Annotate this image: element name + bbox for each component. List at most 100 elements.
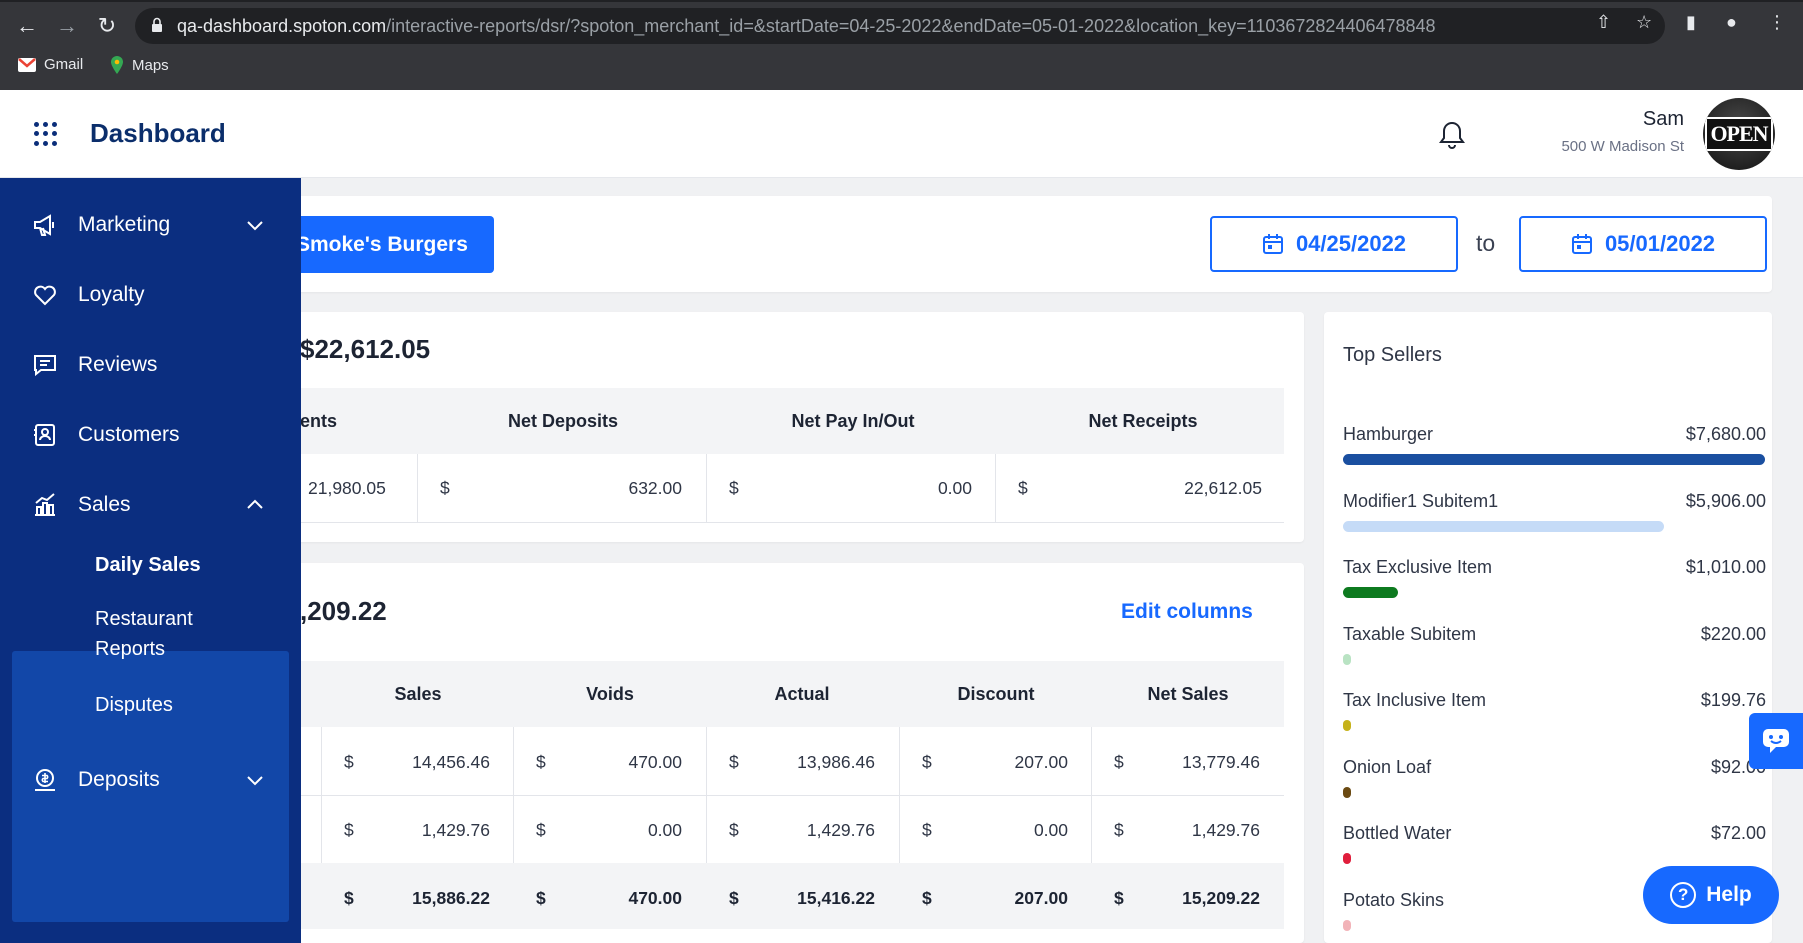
lock-icon: [152, 17, 162, 32]
deposits-total: $22,612.05: [300, 334, 431, 364]
top-seller-bar: [1343, 853, 1351, 864]
column-header: Net Pay In/Out: [791, 411, 915, 431]
divider: [417, 454, 418, 522]
end-date-value: 05/01/2022: [1604, 231, 1716, 256]
sidebar-subitem-daily-sales[interactable]: Daily Sales: [95, 554, 201, 576]
star-icon[interactable]: ☆: [1636, 12, 1653, 32]
divider: [260, 795, 1284, 796]
totals-row: [260, 863, 1284, 929]
sales-total-value: 15,886.22: [412, 888, 490, 908]
net-sales-value: 1,429.76: [1191, 820, 1260, 840]
forward-icon[interactable]: →: [56, 13, 78, 38]
divider: [995, 454, 996, 522]
menu-icon[interactable]: ⋮: [1768, 12, 1786, 32]
currency-symbol: $: [1114, 752, 1124, 772]
chat-bubble-icon: [34, 355, 56, 377]
side-panel-icon[interactable]: ▮: [1686, 12, 1696, 32]
currency-symbol: $: [729, 888, 739, 908]
currency-symbol: $: [536, 888, 546, 908]
top-seller-name: Modifier1 Subitem1: [1343, 490, 1499, 511]
top-seller-bar: [1343, 454, 1765, 465]
net-deposits-value: 632.00: [628, 478, 682, 498]
sidebar-item-sales[interactable]: Sales: [0, 477, 301, 533]
column-header: Net Deposits: [507, 411, 619, 431]
actual-total-value: 15,416.22: [797, 888, 875, 908]
top-seller-name: Tax Inclusive Item: [1343, 690, 1487, 710]
sidebar-subitem-restaurant-reports[interactable]: Restaurant Reports: [95, 608, 193, 660]
contact-card-icon: [34, 424, 55, 446]
date-range-separator: to: [1476, 230, 1496, 256]
top-seller-amount: $220.00: [1700, 623, 1766, 644]
top-seller-amount: $72.00: [1710, 823, 1766, 843]
notification-bell-icon[interactable]: [1438, 120, 1466, 150]
top-seller-amount: $7,680.00: [1685, 424, 1766, 444]
bookmark-label: Gmail: [44, 56, 84, 73]
url-text: qa-dashboard.spoton.com/interactive-repo…: [177, 16, 1436, 37]
currency-symbol: $: [729, 752, 739, 772]
top-sellers-card: [1324, 312, 1772, 943]
app-header: Dashboard Sam 500 W Madison St OPEN: [0, 90, 1803, 178]
currency-symbol: $: [922, 888, 932, 908]
reload-icon[interactable]: ↻: [97, 13, 117, 38]
chat-widget-tab[interactable]: [1749, 713, 1803, 769]
divider: [321, 727, 322, 863]
bookmark-gmail[interactable]: Gmail: [18, 56, 83, 73]
sidebar-subitem-disputes[interactable]: Disputes: [95, 694, 173, 716]
net-pay-value: 0.00: [937, 478, 972, 498]
column-header: Discount: [957, 684, 1035, 704]
maps-icon: [111, 56, 123, 74]
net-sales-total-value: 15,209.22: [1182, 888, 1260, 908]
top-seller-bar: [1343, 653, 1351, 665]
column-header: Voids: [586, 684, 634, 704]
sidebar-item-reviews[interactable]: Reviews: [0, 337, 301, 393]
sidebar-item-customers[interactable]: Customers: [0, 407, 301, 463]
bookmark-maps[interactable]: Maps: [110, 56, 169, 74]
deposits-first-value: 21,980.05: [308, 478, 386, 498]
currency-symbol: $: [1114, 820, 1124, 840]
divider: [260, 522, 1284, 523]
top-seller-name: Potato Skins: [1343, 889, 1445, 910]
currency-symbol: $: [536, 820, 546, 840]
chart-icon: [35, 493, 55, 516]
currency-symbol: $: [536, 752, 546, 772]
apps-grid-icon[interactable]: [34, 122, 58, 146]
sidebar-item-deposits[interactable]: Deposits: [0, 752, 301, 808]
question-icon: ?: [1670, 882, 1697, 908]
share-icon[interactable]: ⇧: [1596, 12, 1612, 32]
sidebar-item-label: Sales: [78, 493, 131, 516]
sidebar-item-label: Customers: [78, 423, 180, 446]
top-sellers-title: Top Sellers: [1343, 344, 1442, 366]
page-title: Dashboard: [90, 118, 226, 148]
profile-icon[interactable]: ●: [1726, 12, 1737, 32]
currency-symbol: $: [1018, 478, 1028, 498]
back-icon[interactable]: ←: [16, 13, 38, 38]
actual-value: 13,986.46: [797, 752, 875, 772]
top-seller-bar: [1343, 786, 1351, 798]
sidebar-item-loyalty[interactable]: Loyalty: [0, 267, 301, 323]
voids-value: 470.00: [628, 752, 682, 772]
sidebar-item-label: Deposits: [78, 768, 160, 791]
top-seller-name: Bottled Water: [1343, 823, 1452, 843]
sidebar-item-marketing[interactable]: Marketing: [0, 197, 301, 253]
discount-value: 207.00: [1014, 752, 1068, 772]
column-header: ents: [300, 411, 338, 431]
calendar-icon: [1262, 234, 1283, 254]
end-date-picker[interactable]: 05/01/2022: [1519, 216, 1767, 272]
bookmark-label: Maps: [132, 56, 169, 74]
help-button[interactable]: ? Help: [1643, 866, 1779, 924]
url-path: /interactive-reports/dsr/?spoton_merchan…: [386, 16, 1436, 36]
actual-value: 1,429.76: [806, 820, 875, 840]
currency-symbol: $: [922, 752, 932, 772]
avatar[interactable]: OPEN: [1703, 98, 1775, 170]
edit-columns-link[interactable]: Edit columns: [1121, 600, 1253, 623]
divider: [706, 454, 707, 522]
gmail-icon: [18, 57, 36, 72]
top-seller-name: Onion Loaf: [1343, 756, 1432, 777]
sales-table-header: Sales Voids Actual Discount Net Sales: [260, 661, 1284, 727]
start-date-picker[interactable]: 04/25/2022: [1210, 216, 1458, 272]
address-bar[interactable]: qa-dashboard.spoton.com/interactive-repo…: [135, 8, 1665, 44]
sales-menu-group: [12, 651, 289, 922]
divider: [706, 727, 707, 863]
sidebar-item-label: Marketing: [78, 213, 171, 236]
voids-total-value: 470.00: [628, 888, 682, 908]
